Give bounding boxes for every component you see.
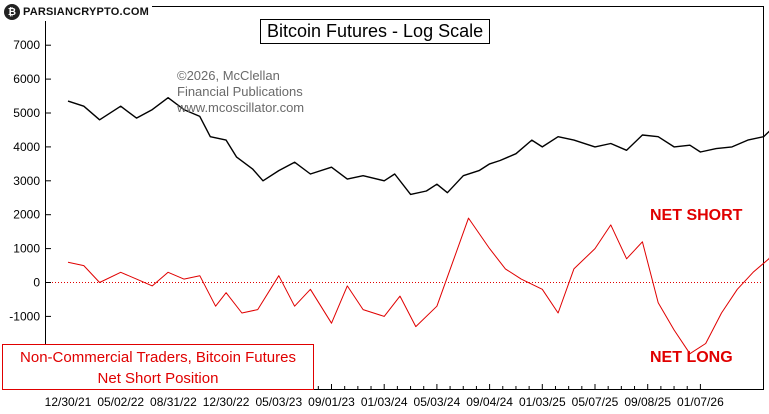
copyright-line: www.mcoscillator.com (177, 100, 305, 115)
plot-frame (45, 6, 764, 390)
x-tick-label: 09/04/24 (466, 395, 513, 409)
x-tick-label: 12/30/22 (203, 395, 250, 409)
series-layer (67, 97, 769, 355)
net-short-position-line (67, 217, 769, 355)
legend-line: Non-Commercial Traders, Bitcoin Futures (20, 349, 296, 366)
y-tick-label: 3000 (13, 174, 40, 188)
net-short-annotation: NET SHORT (650, 207, 743, 224)
legend-line: Net Short Position (97, 370, 219, 387)
y-tick-label: 2000 (13, 208, 40, 222)
x-tick-label: 01/03/24 (361, 395, 408, 409)
x-tick-label: 01/03/25 (519, 395, 566, 409)
copyright-line: Financial Publications (177, 84, 303, 99)
y-axis: 7000 6000 5000 4000 3000 2000 1000 0 -1000 (9, 38, 51, 323)
y-tick-label: 6000 (13, 72, 40, 86)
copyright-line: ©2026, McClellan (177, 68, 280, 83)
chart-title: Bitcoin Futures - Log Scale (260, 19, 491, 44)
x-axis: 12/30/21 05/02/22 08/31/22 12/30/22 05/03/23… (45, 384, 724, 409)
y-tick-label: 4000 (13, 140, 40, 154)
y-tick-label: 5000 (13, 106, 40, 120)
x-tick-label: 09/08/25 (624, 395, 671, 409)
y-tick-label: 0 (33, 276, 40, 290)
copyright-notice: ©2026, McClellan Financial Publications … (177, 68, 304, 116)
bitcoin-futures-price-line (67, 97, 769, 196)
y-tick-label: 7000 (13, 38, 40, 52)
x-tick-label: 05/02/22 (97, 395, 144, 409)
x-tick-label: 05/03/24 (414, 395, 461, 409)
x-tick-label: 09/01/23 (308, 395, 355, 409)
y-tick-label: 1000 (13, 242, 40, 256)
watermark-text: PARSIANCRYPTO.COM (23, 6, 150, 18)
x-tick-label: 05/07/25 (572, 395, 619, 409)
watermark: ₿ PARSIANCRYPTO.COM (3, 3, 153, 21)
legend: Non-Commercial Traders, Bitcoin Futures … (2, 344, 314, 390)
x-tick-label: 12/30/21 (45, 395, 92, 409)
x-tick-label: 05/03/23 (255, 395, 302, 409)
net-long-annotation: NET LONG (650, 349, 733, 366)
parsiancrypto-logo-icon: ₿ (4, 4, 20, 20)
x-tick-label: 01/07/26 (677, 395, 724, 409)
y-tick-label: -1000 (9, 309, 40, 323)
x-tick-label: 08/31/22 (150, 395, 197, 409)
